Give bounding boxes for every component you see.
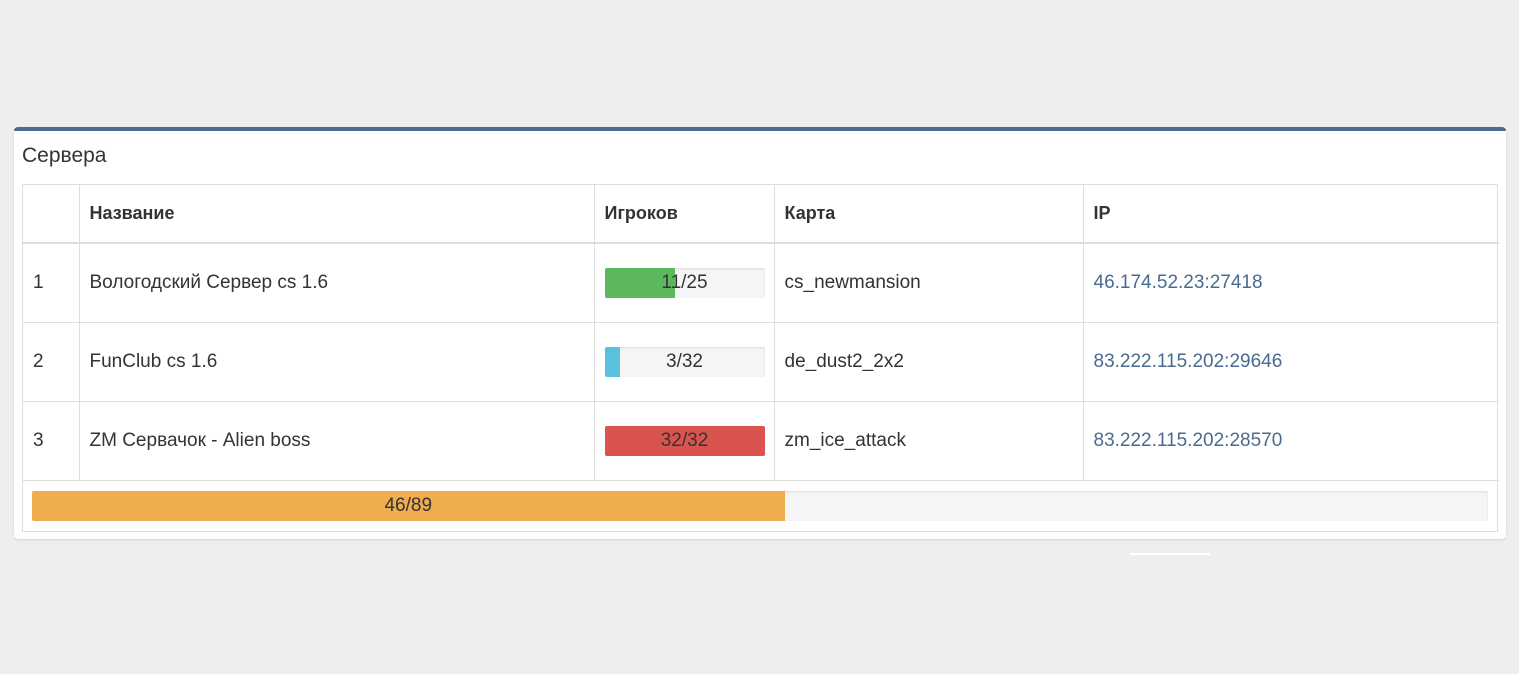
server-ip-link[interactable]: 83.222.115.202:29646 [1093, 350, 1283, 372]
map-name: cs_newmansion [774, 243, 1084, 323]
table-row: 2 FunClub cs 1.6 3/32 de_dust2_2x2 83.22… [23, 322, 1499, 402]
players-count: 11/25 [661, 271, 708, 293]
servers-table: Название Игроков Карта IP 1 Вологодский … [23, 185, 1499, 481]
servers-table-container: Название Игроков Карта IP 1 Вологодский … [22, 184, 1499, 532]
players-count: 3/32 [666, 350, 703, 372]
header-index [23, 185, 80, 244]
table-row: 1 Вологодский Сервер cs 1.6 11/25 cs_new… [23, 243, 1499, 323]
row-index: 1 [23, 243, 80, 323]
server-name: Вологодский Сервер cs 1.6 [79, 243, 595, 323]
server-ip-link[interactable]: 46.174.52.23:27418 [1093, 271, 1263, 293]
server-name: ZM Сервачок - Alien boss [79, 401, 595, 481]
total-players-count: 46/89 [384, 495, 433, 516]
map-name: de_dust2_2x2 [774, 322, 1084, 402]
players-cell: 3/32 [594, 322, 775, 402]
players-count: 32/32 [660, 429, 709, 451]
servers-panel: Сервера Название Игроков Карта IP [14, 127, 1506, 539]
row-index: 2 [23, 322, 80, 402]
players-progress-bar: 3/32 [604, 346, 765, 377]
table-header-row: Название Игроков Карта IP [23, 185, 1499, 244]
ip-cell: 83.222.115.202:29646 [1083, 322, 1499, 402]
players-progress-bar: 11/25 [604, 267, 765, 298]
players-progress-fill [604, 346, 620, 377]
header-name: Название [79, 185, 595, 244]
players-progress-bar: 32/32 [604, 425, 765, 456]
players-cell: 32/32 [594, 401, 775, 481]
players-progress-fill [604, 425, 765, 456]
map-name: zm_ice_attack [774, 401, 1084, 481]
row-index: 3 [23, 401, 80, 481]
total-players-progress-bar: 46/89 [32, 491, 1488, 521]
players-progress-fill [604, 267, 675, 298]
server-name: FunClub cs 1.6 [79, 322, 595, 402]
ip-cell: 46.174.52.23:27418 [1083, 243, 1499, 323]
server-ip-link[interactable]: 83.222.115.202:28570 [1093, 429, 1283, 451]
ip-cell: 83.222.115.202:28570 [1083, 401, 1499, 481]
header-players: Игроков [594, 185, 775, 244]
header-map: Карта [774, 185, 1084, 244]
divider [1130, 553, 1210, 555]
header-ip: IP [1083, 185, 1499, 244]
players-cell: 11/25 [594, 243, 775, 323]
total-players-progress-fill [32, 491, 785, 521]
panel-title: Сервера [22, 144, 107, 167]
table-row: 3 ZM Сервачок - Alien boss 32/32 zm_ice_… [23, 401, 1499, 481]
